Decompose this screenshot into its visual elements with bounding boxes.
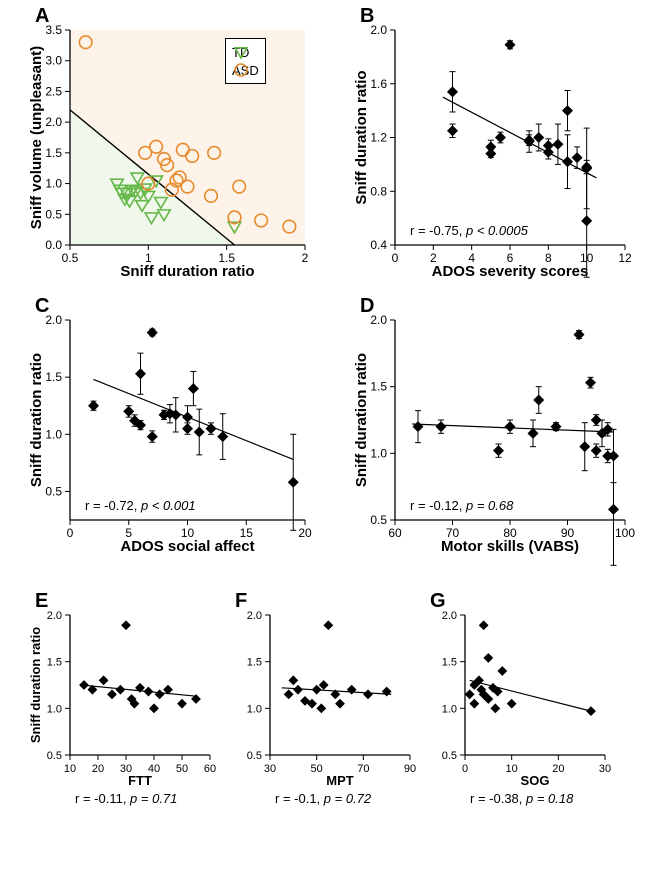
panel-F-label: F [235,590,247,613]
svg-text:1.0: 1.0 [45,177,62,191]
svg-text:0.5: 0.5 [247,750,262,762]
panel-G-stat: r = -0.38, p = 0.18 [470,791,573,806]
panel-D-stat: r = -0.12, p = 0.68 [410,498,513,513]
panel-D-ylabel: Sniff duration ratio [353,320,370,520]
svg-text:3.0: 3.0 [45,54,62,68]
panel-C-ylabel: Sniff duration ratio [28,320,45,520]
svg-text:0.4: 0.4 [370,238,387,252]
svg-text:2.0: 2.0 [370,23,387,37]
panel-F-xlabel: MPT [270,773,410,788]
svg-text:1.2: 1.2 [370,131,387,145]
svg-text:0.0: 0.0 [45,238,62,252]
panel-C-xlabel: ADOS social affect [70,538,305,555]
svg-text:1.0: 1.0 [247,703,262,715]
svg-text:2.0: 2.0 [47,610,62,622]
svg-text:2.5: 2.5 [45,84,62,98]
panel-B-stat: r = -0.75, p < 0.0005 [410,223,528,238]
svg-text:2.0: 2.0 [247,610,262,622]
svg-text:1.5: 1.5 [45,146,62,160]
svg-text:2.0: 2.0 [442,610,457,622]
panel-G-xlabel: SOG [465,773,605,788]
panel-C-stat: r = -0.72, p < 0.001 [85,498,196,513]
svg-text:0.5: 0.5 [370,513,387,527]
panel-B-ylabel: Sniff duration ratio [353,30,370,245]
svg-text:1.0: 1.0 [442,703,457,715]
svg-text:1.5: 1.5 [47,657,62,669]
panel-F-stat: r = -0.1, p = 0.72 [275,791,371,806]
svg-text:1.0: 1.0 [45,427,62,441]
svg-text:1.5: 1.5 [247,657,262,669]
panel-B-xlabel: ADOS severity scores [395,263,625,280]
svg-text:1.6: 1.6 [370,77,387,91]
panel-A-ylabel: Sniff volume (unpleasant) [28,30,45,245]
legend-item-TD: TD [232,43,259,61]
panel-B-plot: 0246810120.40.81.21.62.0 [395,30,625,245]
svg-text:0.5: 0.5 [442,750,457,762]
panel-E-stat: r = -0.11, p = 0.71 [75,791,177,806]
svg-text:0.8: 0.8 [370,184,387,198]
legend-item-ASD: ASD [232,61,259,79]
svg-text:2.0: 2.0 [45,313,62,327]
svg-text:0.5: 0.5 [45,484,62,498]
panel-A-xlabel: Sniff duration ratio [70,263,305,280]
panel-E-ylabel: Sniff duration ratio [28,615,43,755]
panel-A-plot: 0.511.520.00.51.01.52.02.53.03.5 [70,30,305,245]
panel-E-plot: 1020304050600.51.01.52.0 [70,615,210,755]
panel-F-plot: 305070900.51.01.52.0 [270,615,410,755]
svg-text:1.5: 1.5 [442,657,457,669]
svg-text:1.5: 1.5 [370,380,387,394]
panel-D-xlabel: Motor skills (VABS) [395,538,625,555]
svg-text:0.5: 0.5 [45,207,62,221]
panel-C-plot: 051015200.51.01.52.0 [70,320,305,520]
panel-E-xlabel: FTT [70,773,210,788]
panel-G-plot: 01020300.51.01.52.0 [465,615,605,755]
svg-text:1.0: 1.0 [370,446,387,460]
svg-text:3.5: 3.5 [45,23,62,37]
svg-text:2.0: 2.0 [370,313,387,327]
panel-D-plot: 607080901000.51.01.52.0 [395,320,625,520]
svg-text:1.0: 1.0 [47,703,62,715]
svg-text:0.5: 0.5 [47,750,62,762]
panel-A-legend: TDASD [225,38,266,84]
figure: A0.511.520.00.51.01.52.02.53.03.5Sniff d… [0,0,660,889]
svg-text:2.0: 2.0 [45,115,62,129]
svg-text:1.5: 1.5 [45,370,62,384]
